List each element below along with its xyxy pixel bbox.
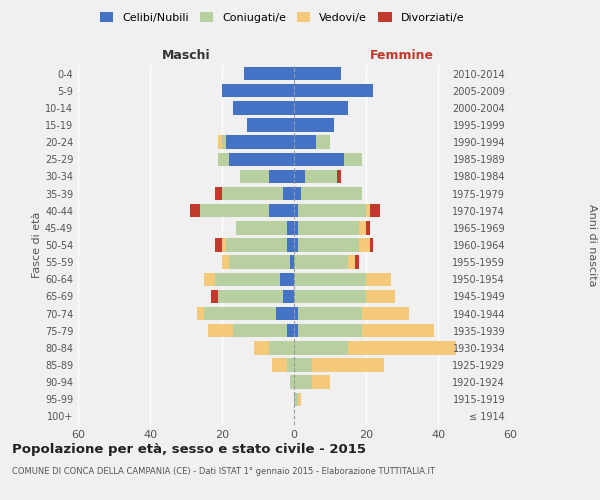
Bar	[197, 307, 204, 320]
Bar	[254, 341, 269, 354]
Bar	[287, 238, 294, 252]
Bar	[359, 238, 370, 252]
Bar	[348, 341, 456, 354]
Bar	[294, 358, 312, 372]
Bar	[215, 187, 222, 200]
Bar	[287, 221, 294, 234]
Bar	[244, 67, 294, 80]
Bar	[283, 187, 294, 200]
Bar	[215, 238, 222, 252]
Bar	[247, 118, 294, 132]
Bar	[294, 376, 312, 389]
Bar	[294, 221, 298, 234]
Legend: Celibi/Nubili, Coniugati/e, Vedovi/e, Divorziati/e: Celibi/Nubili, Coniugati/e, Vedovi/e, Di…	[95, 8, 469, 28]
Bar	[200, 204, 269, 218]
Bar	[294, 290, 366, 303]
Bar	[366, 290, 395, 303]
Bar	[370, 238, 373, 252]
Bar	[294, 341, 348, 354]
Bar	[204, 272, 215, 286]
Bar	[208, 324, 233, 338]
Bar	[294, 170, 305, 183]
Bar	[280, 272, 294, 286]
Bar	[294, 272, 366, 286]
Bar	[362, 307, 409, 320]
Bar	[222, 256, 229, 269]
Bar	[211, 290, 218, 303]
Bar	[269, 341, 294, 354]
Bar	[226, 136, 294, 149]
Bar	[269, 170, 294, 183]
Bar	[283, 290, 294, 303]
Bar	[218, 290, 283, 303]
Bar	[287, 358, 294, 372]
Bar	[218, 136, 222, 149]
Text: Maschi: Maschi	[161, 48, 211, 62]
Bar	[276, 307, 294, 320]
Bar	[190, 204, 200, 218]
Bar	[337, 170, 341, 183]
Bar	[290, 376, 294, 389]
Bar	[294, 238, 298, 252]
Bar	[298, 307, 362, 320]
Bar	[294, 307, 298, 320]
Bar	[287, 324, 294, 338]
Bar	[312, 358, 384, 372]
Y-axis label: Fasce di età: Fasce di età	[32, 212, 42, 278]
Bar	[344, 152, 362, 166]
Bar	[305, 170, 337, 183]
Bar	[290, 256, 294, 269]
Bar	[301, 187, 362, 200]
Bar	[294, 101, 348, 114]
Bar	[366, 221, 370, 234]
Bar	[294, 256, 348, 269]
Text: Anni di nascita: Anni di nascita	[587, 204, 597, 286]
Bar	[236, 221, 287, 234]
Bar	[294, 152, 344, 166]
Bar	[316, 136, 330, 149]
Bar	[226, 238, 287, 252]
Bar	[229, 256, 290, 269]
Bar	[294, 67, 341, 80]
Bar	[204, 307, 276, 320]
Bar	[222, 187, 283, 200]
Bar	[355, 256, 359, 269]
Text: Popolazione per età, sesso e stato civile - 2015: Popolazione per età, sesso e stato civil…	[12, 442, 366, 456]
Bar	[298, 221, 359, 234]
Bar	[294, 392, 298, 406]
Bar	[222, 238, 226, 252]
Bar	[362, 324, 434, 338]
Bar	[218, 152, 229, 166]
Bar	[229, 152, 294, 166]
Bar	[298, 324, 362, 338]
Bar	[366, 272, 391, 286]
Bar	[298, 204, 366, 218]
Bar	[233, 324, 287, 338]
Bar	[298, 392, 301, 406]
Bar	[359, 221, 366, 234]
Bar	[294, 136, 316, 149]
Bar	[240, 170, 269, 183]
Bar	[272, 358, 287, 372]
Bar	[298, 238, 359, 252]
Bar	[294, 118, 334, 132]
Bar	[294, 204, 298, 218]
Bar	[294, 84, 373, 98]
Bar	[233, 101, 294, 114]
Bar	[348, 256, 355, 269]
Bar	[366, 204, 370, 218]
Text: COMUNE DI CONCA DELLA CAMPANIA (CE) - Dati ISTAT 1° gennaio 2015 - Elaborazione : COMUNE DI CONCA DELLA CAMPANIA (CE) - Da…	[12, 468, 435, 476]
Bar	[294, 324, 298, 338]
Bar	[370, 204, 380, 218]
Bar	[269, 204, 294, 218]
Bar	[215, 272, 280, 286]
Bar	[294, 187, 301, 200]
Text: Femmine: Femmine	[370, 48, 434, 62]
Bar	[222, 136, 226, 149]
Bar	[222, 84, 294, 98]
Bar	[312, 376, 330, 389]
